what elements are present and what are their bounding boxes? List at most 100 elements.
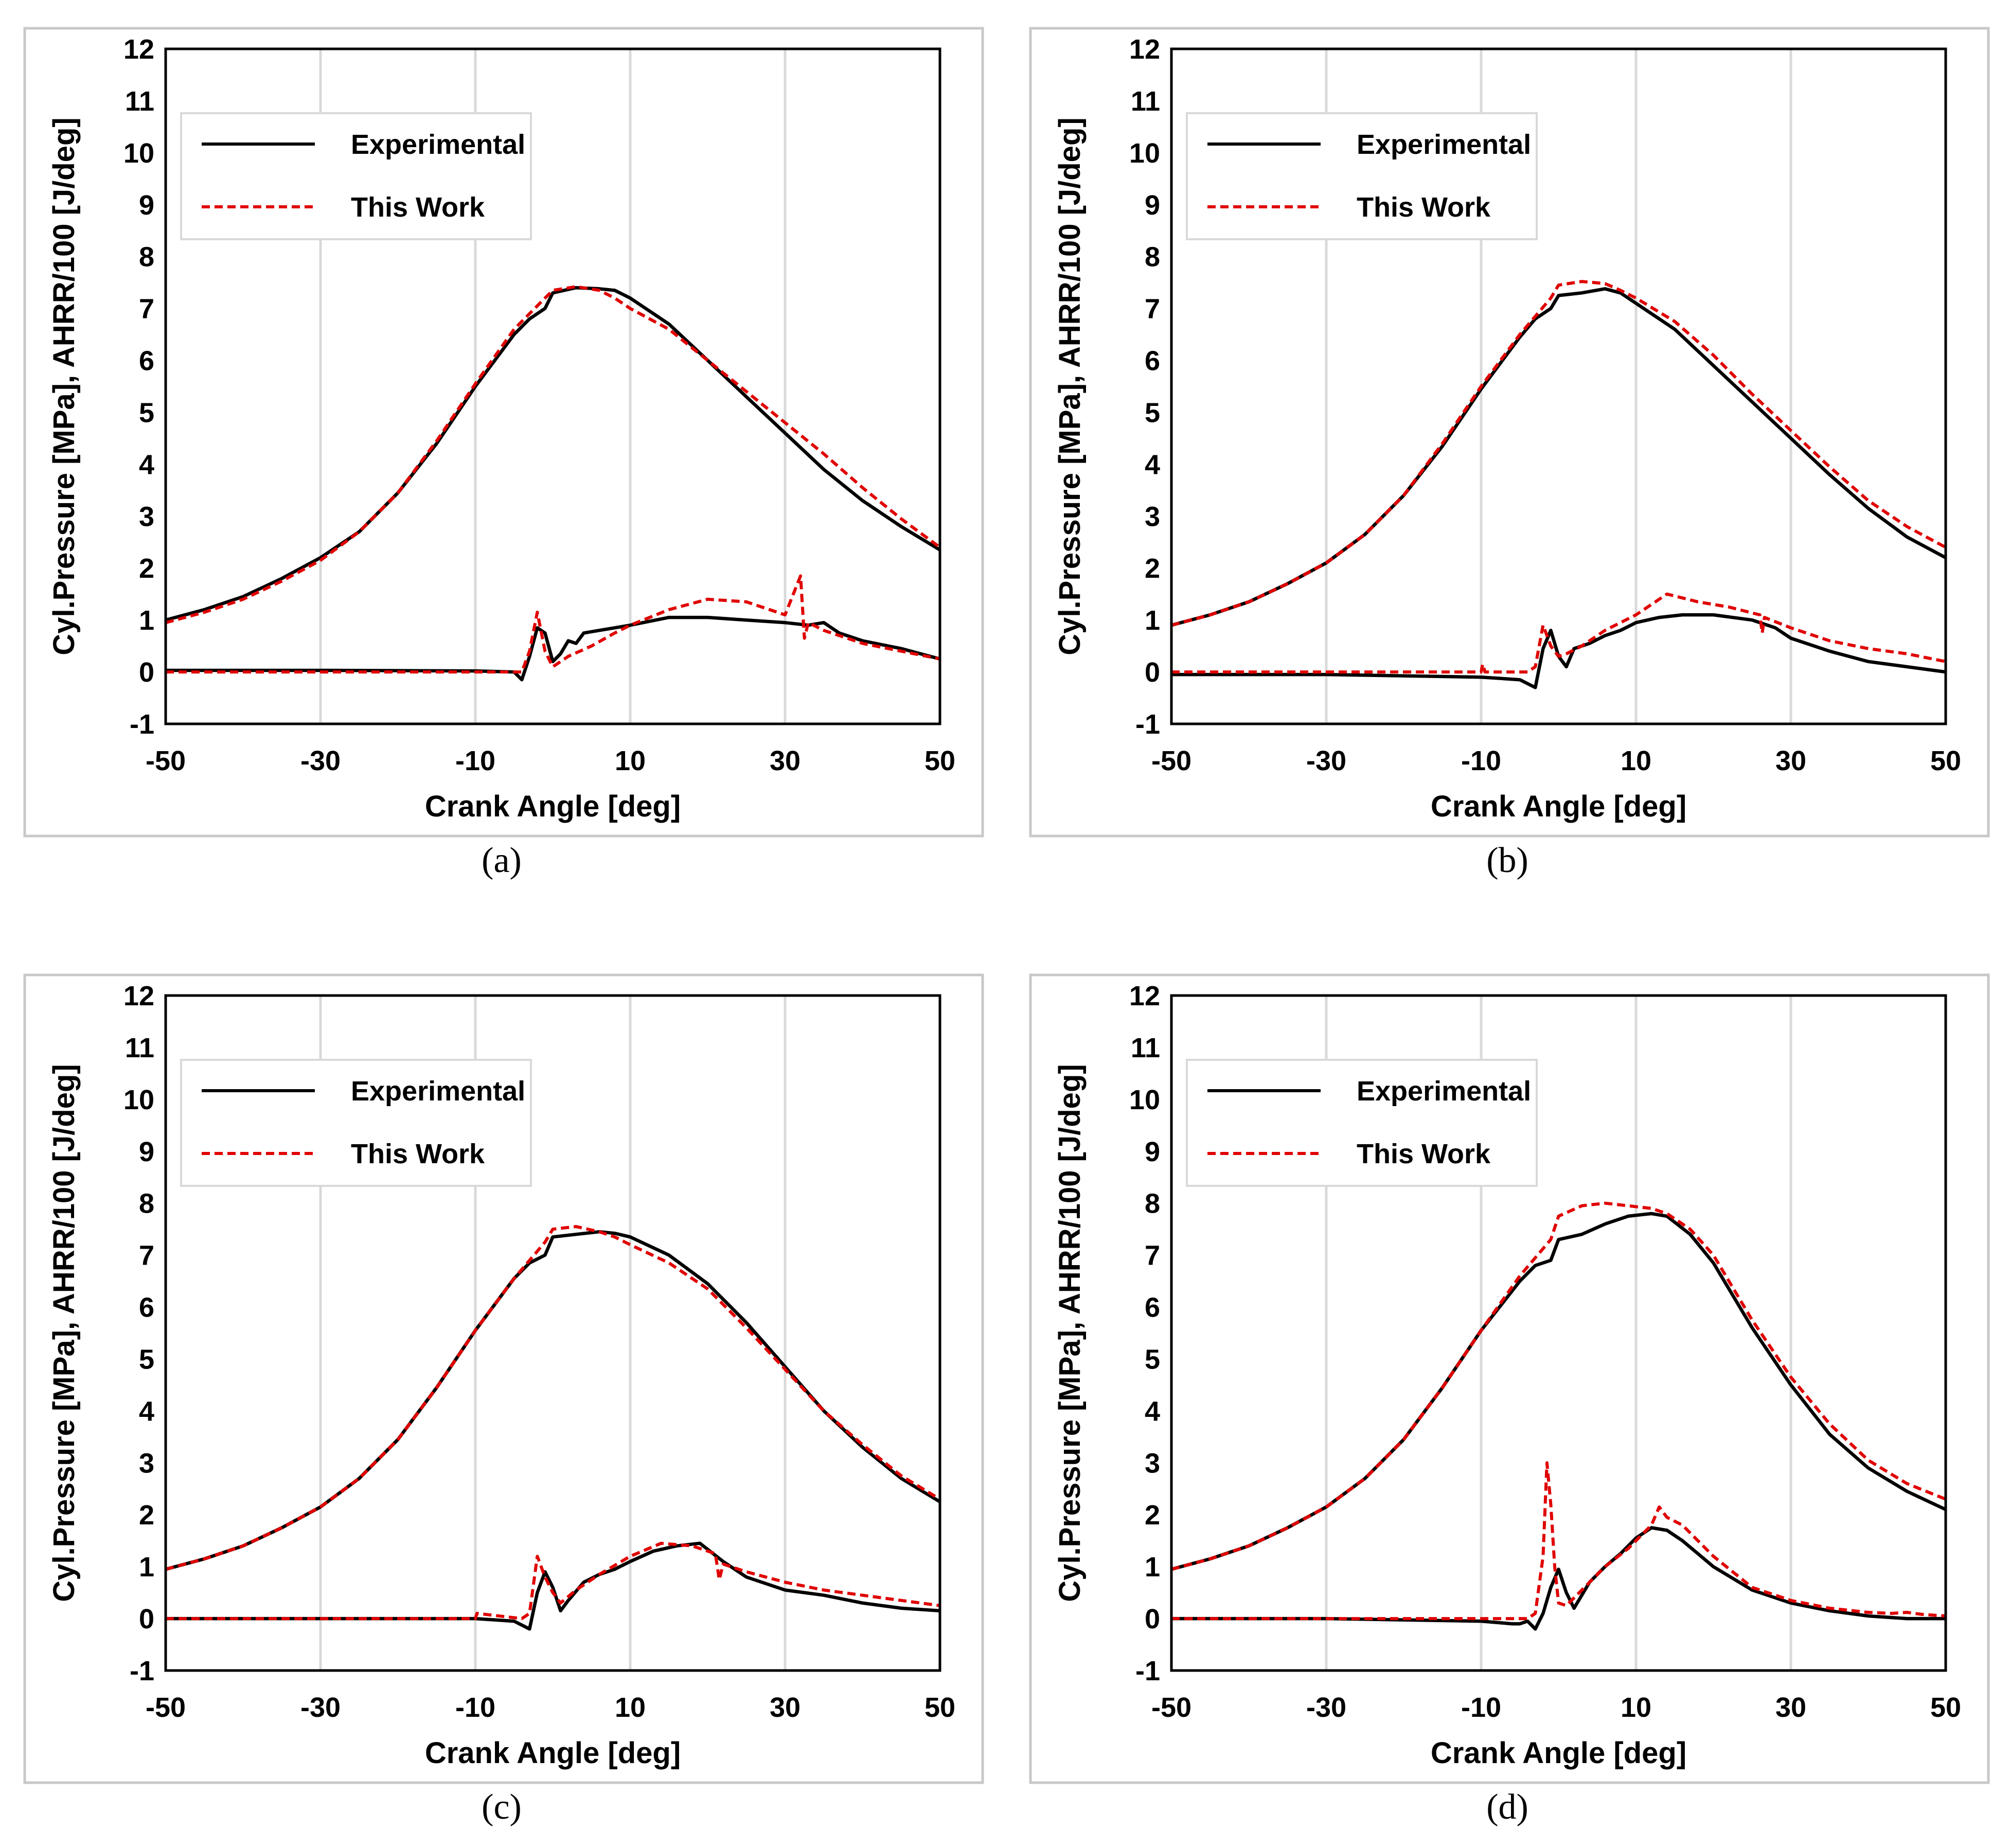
y-tick-label: 10 (1129, 1085, 1160, 1115)
experimental-pressure-line (165, 1230, 941, 1571)
plot-area (164, 47, 941, 725)
plot-area (164, 994, 941, 1672)
legend-box (1186, 112, 1538, 240)
panel-frame (1029, 27, 1990, 838)
y-tick-label: 5 (139, 1344, 154, 1375)
experimental-pressure-line (165, 286, 941, 622)
experimental-ahrr-line (166, 615, 940, 682)
plot-area (1170, 47, 1947, 725)
y-tick-label: 12 (123, 34, 154, 65)
x-axis-label: Crank Angle [deg] (1431, 790, 1686, 823)
y-tick-label: 6 (139, 1292, 154, 1323)
y-tick-label: 10 (1129, 138, 1160, 169)
y-tick-label: 4 (139, 1396, 154, 1427)
x-tick-label: 10 (615, 1692, 646, 1723)
y-tick-label: -1 (1135, 1656, 1160, 1686)
y-tick-label: 12 (1129, 34, 1160, 65)
y-tick-label: 6 (1145, 1292, 1160, 1323)
y-tick-label: 12 (123, 981, 154, 1011)
x-tick-label: -30 (1306, 1692, 1346, 1723)
experimental-pressure-line (1171, 287, 1947, 627)
experimental-ahrr-line (166, 1541, 940, 1631)
y-tick-label: 10 (123, 1085, 154, 1115)
x-tick-label: -10 (455, 745, 495, 776)
y-tick-label: 1 (139, 605, 154, 636)
y-tick-label: 8 (139, 242, 154, 273)
y-tick-label: 9 (1145, 190, 1160, 221)
x-tick-label: -30 (300, 745, 341, 776)
legend-label: This Work (351, 192, 485, 223)
this-work-ahrr-line (1171, 1461, 1946, 1621)
x-tick-label: -10 (455, 1692, 495, 1723)
y-tick-label: 4 (1145, 1396, 1160, 1427)
x-axis-label: Crank Angle [deg] (425, 1736, 681, 1770)
y-tick-label: 7 (1145, 294, 1160, 325)
x-tick-label: -50 (146, 745, 186, 776)
y-tick-label: 5 (1145, 397, 1160, 428)
y-tick-label: 11 (125, 1033, 154, 1063)
x-tick-label: 30 (1775, 745, 1806, 776)
this-work-pressure-line (1171, 280, 1947, 627)
experimental-pressure-line (1171, 1212, 1947, 1571)
y-tick-label: 3 (1145, 501, 1160, 532)
panel-frame (23, 973, 984, 1784)
x-axis-label: Crank Angle [deg] (1431, 1736, 1686, 1770)
legend-box (180, 112, 532, 240)
plot-area (1170, 994, 1947, 1672)
y-tick-label: 8 (1145, 242, 1160, 273)
x-tick-label: 50 (1930, 1692, 1961, 1723)
y-tick-label: 5 (1145, 1344, 1160, 1375)
x-tick-label: 10 (1621, 1692, 1651, 1723)
legend-box (180, 1059, 532, 1187)
experimental-ahrr-line (1171, 1526, 1946, 1631)
x-tick-label: -10 (1461, 745, 1501, 776)
this-work-ahrr-line (1171, 592, 1946, 674)
y-tick-label: 4 (139, 449, 154, 480)
y-tick-label: 7 (1145, 1240, 1160, 1271)
y-tick-label: 8 (1145, 1188, 1160, 1219)
x-tick-label: 10 (1621, 745, 1651, 776)
y-tick-label: 11 (125, 86, 154, 117)
y-axis-label: Cyl.Pressure [MPa], AHRR/100 [J/deg] (1053, 1064, 1087, 1602)
y-tick-label: 9 (139, 190, 154, 221)
y-tick-label: 0 (1145, 1604, 1160, 1634)
panel-caption: (b) (1486, 841, 1528, 880)
x-tick-label: 10 (615, 745, 646, 776)
this-work-pressure-line (165, 285, 941, 625)
legend-label: Experimental (351, 129, 525, 160)
y-tick-label: 2 (139, 1500, 154, 1531)
y-tick-label: -1 (130, 1656, 154, 1686)
x-tick-label: 50 (924, 1692, 955, 1723)
this-work-ahrr-line (166, 1541, 940, 1621)
y-tick-label: 1 (139, 1552, 154, 1583)
y-tick-label: 9 (1145, 1136, 1160, 1167)
panel-caption: (c) (482, 1787, 522, 1827)
x-tick-label: 30 (770, 745, 801, 776)
this-work-pressure-line (1171, 1201, 1947, 1571)
y-tick-label: 1 (1145, 605, 1160, 636)
panel-caption: (a) (482, 841, 522, 880)
y-tick-label: 2 (139, 553, 154, 584)
y-tick-label: 5 (139, 397, 154, 428)
y-tick-label: 3 (139, 1448, 154, 1479)
y-tick-label: 1 (1145, 1552, 1160, 1583)
y-tick-label: 3 (1145, 1448, 1160, 1479)
y-tick-label: 2 (1145, 553, 1160, 584)
this-work-pressure-line (165, 1225, 941, 1571)
x-tick-label: 30 (770, 1692, 801, 1723)
y-tick-label: 10 (123, 138, 154, 169)
y-tick-label: 2 (1145, 1500, 1160, 1531)
x-tick-label: -30 (300, 1692, 341, 1723)
x-tick-label: -50 (1151, 1692, 1191, 1723)
legend-label: Experimental (1357, 1076, 1531, 1107)
x-tick-label: -30 (1306, 745, 1346, 776)
legend-box (1186, 1059, 1538, 1187)
y-axis-label: Cyl.Pressure [MPa], AHRR/100 [J/deg] (47, 1064, 81, 1602)
x-axis-label: Crank Angle [deg] (425, 790, 681, 823)
legend-label: This Work (1357, 192, 1491, 223)
y-tick-label: 11 (1131, 86, 1160, 117)
